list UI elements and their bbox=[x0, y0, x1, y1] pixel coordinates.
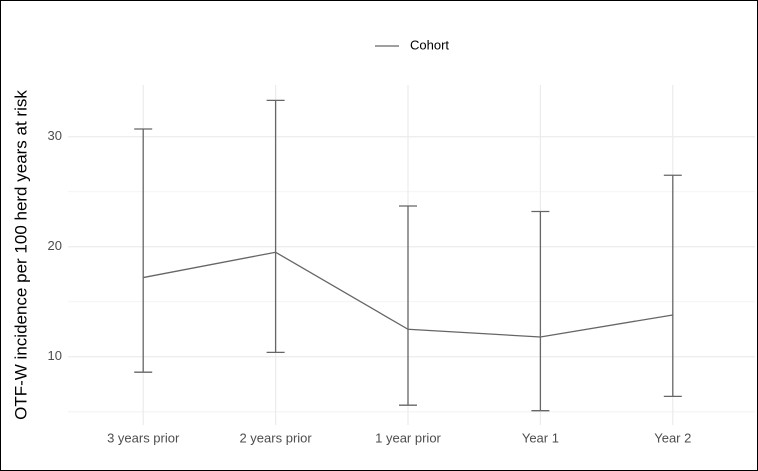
error-bar bbox=[399, 205, 417, 406]
y-tick-label: 20 bbox=[48, 238, 62, 253]
x-tick-label: 2 years prior bbox=[239, 430, 312, 445]
legend: Cohort bbox=[375, 37, 449, 52]
error-bar bbox=[663, 174, 682, 398]
x-tick-label: 3 years prior bbox=[107, 430, 180, 445]
y-axis-title: OTF-W incidence per 100 herd years at ri… bbox=[11, 90, 30, 420]
y-tick-label: 30 bbox=[48, 128, 62, 143]
x-tick-label: Year 1 bbox=[522, 430, 559, 445]
error-bar bbox=[531, 210, 550, 412]
legend-label: Cohort bbox=[410, 37, 449, 52]
error-bar bbox=[134, 128, 153, 373]
x-tick-label: Year 2 bbox=[654, 430, 691, 445]
y-tick-label: 10 bbox=[48, 348, 62, 363]
x-tick-label: 1 year prior bbox=[375, 430, 441, 445]
error-bar bbox=[266, 99, 285, 354]
series-line bbox=[143, 251, 673, 338]
